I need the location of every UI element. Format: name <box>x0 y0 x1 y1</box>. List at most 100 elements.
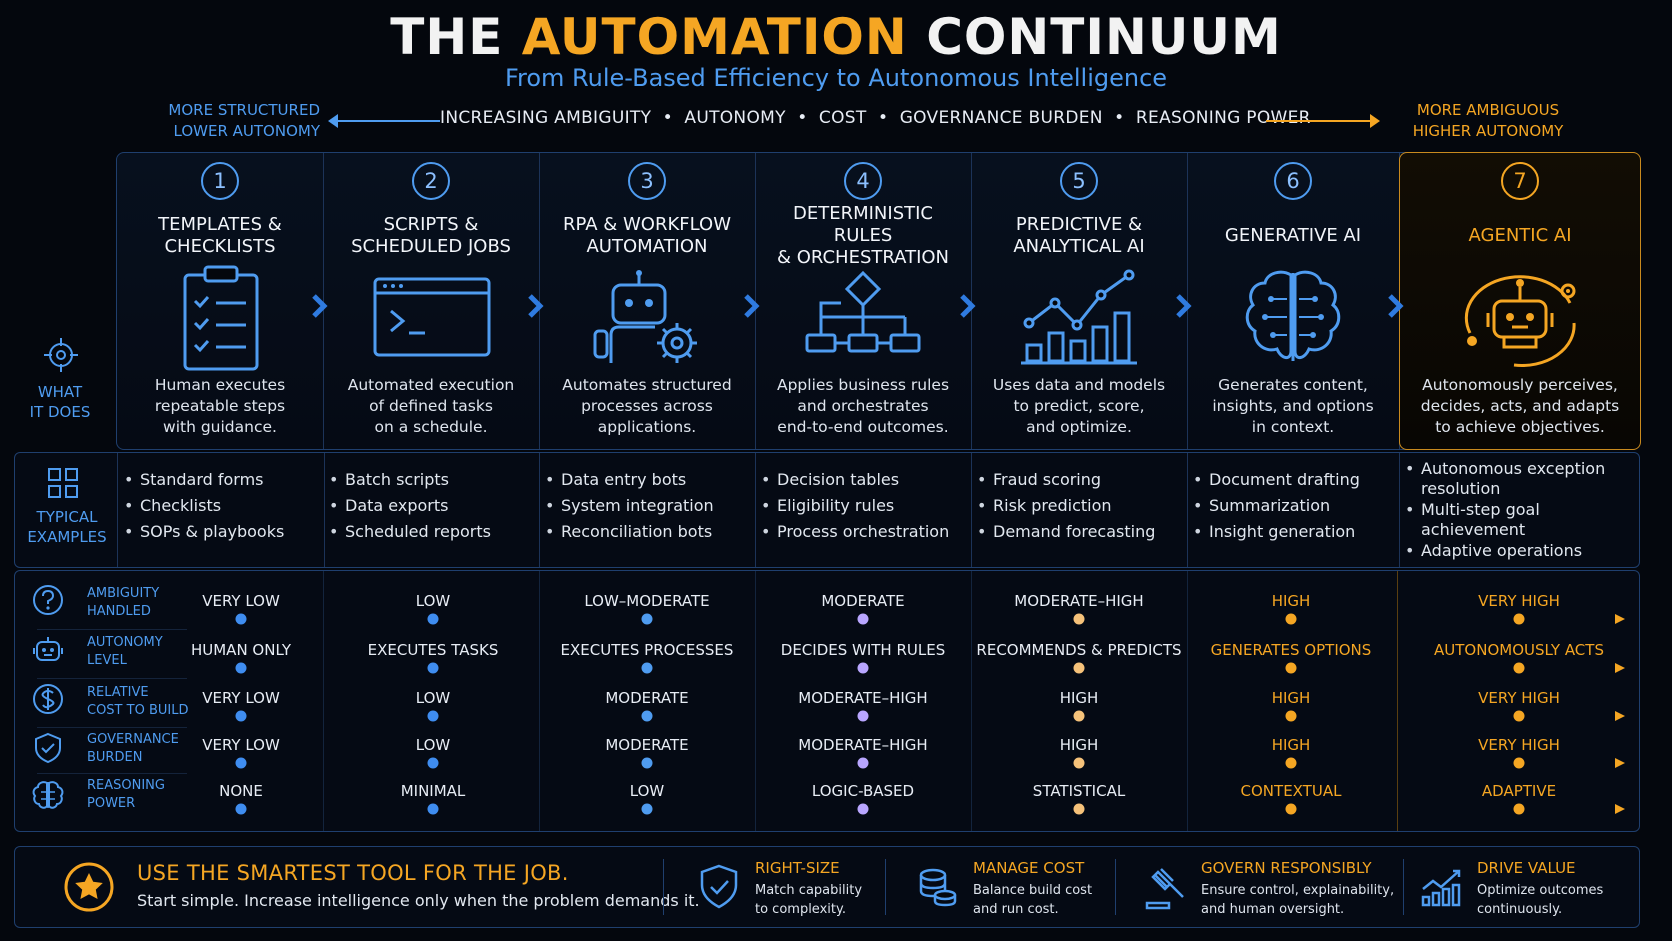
metric-node <box>641 757 653 769</box>
metric-value: AUTONOMOUSLY ACTS <box>1434 641 1604 659</box>
stage-name: DETERMINISTIC RULES & ORCHESTRATION <box>776 203 950 268</box>
metric-node <box>235 662 247 674</box>
list-item: Demand forecasting <box>977 519 1187 545</box>
page-title: THE AUTOMATION CONTINUUM <box>390 8 1282 66</box>
stage-number: 2 <box>412 162 450 200</box>
circuit-brain-icon <box>1245 270 1341 361</box>
metric-node <box>1285 803 1297 815</box>
footer-item-title: DRIVE VALUE <box>1477 859 1576 877</box>
trend-chart-icon <box>1021 269 1137 365</box>
metric-node <box>427 803 439 815</box>
metric-value: HIGH <box>1271 689 1311 707</box>
footer-headline: USE THE SMARTEST TOOL FOR THE JOB. <box>137 861 569 885</box>
list-item: Insight generation <box>1193 519 1399 545</box>
stage-description: Uses data and models to predict, score, an… <box>992 376 1166 436</box>
metric-value: GENERATES OPTIONS <box>1210 641 1372 659</box>
examples-stage-1: Standard formsChecklistsSOPs & playbooks <box>117 453 325 567</box>
stage-description: Generates content, insights, and options i… <box>1212 376 1374 436</box>
metric-value: RECOMMENDS & PREDICTS <box>976 641 1182 659</box>
arrowhead-icon <box>1615 663 1625 673</box>
metrics-panel: AMBIGUITY HANDLED AUTONOMY LEVEL RELATIVE C… <box>14 570 1640 832</box>
metric-value: MINIMAL <box>400 782 466 800</box>
list-item: Summarization <box>1193 493 1399 519</box>
metric-value: LOW <box>415 592 451 610</box>
stage-number: 6 <box>1274 162 1312 200</box>
metric-value: HIGH <box>1271 592 1311 610</box>
metric-value: MODERATE <box>821 592 905 610</box>
stages-panel: 1 TEMPLATES & CHECKLISTS Human executes re… <box>116 152 1641 450</box>
metric-node <box>235 757 247 769</box>
axis-left-label: MORE STRUCTURED LOWER AUTONOMY <box>168 101 320 140</box>
list-item: Fraud scoring <box>977 467 1187 493</box>
metric-node <box>641 710 653 722</box>
metric-node <box>1285 613 1297 625</box>
stage-7: 7 AGENTIC AI Autonomously perceives, deci… <box>1399 152 1641 450</box>
examples-stage-6: Document draftingSummarizationInsight ge… <box>1187 453 1400 567</box>
robot-face-icon <box>33 637 63 661</box>
metric-node <box>427 757 439 769</box>
what-it-does-label: WHAT IT DOES <box>29 383 91 421</box>
shield-check-icon <box>35 732 61 764</box>
chevron-right-icon <box>312 294 328 318</box>
chevron-right-icon <box>744 294 760 318</box>
metric-node <box>857 803 869 815</box>
stage-name: SCRIPTS & SCHEDULED JOBS <box>351 214 511 257</box>
metric-node <box>1285 662 1297 674</box>
metric-node <box>857 710 869 722</box>
metric-value: LOW <box>415 736 451 754</box>
stage-name: RPA & WORKFLOW AUTOMATION <box>563 214 731 257</box>
stage-name: TEMPLATES & CHECKLISTS <box>158 214 282 257</box>
metric-label-reasoning: REASONING POWER <box>87 778 165 811</box>
stage-number: 1 <box>201 162 239 200</box>
metric-label-governance: GOVERNANCE BURDEN <box>87 732 179 765</box>
list-item: SOPs & playbooks <box>124 519 324 545</box>
metric-node <box>1073 803 1085 815</box>
list-item: Document drafting <box>1193 467 1399 493</box>
brain-icon <box>32 781 64 809</box>
footer-item-desc: Balance build cost and run cost. <box>973 883 1093 917</box>
stage-name: GENERATIVE AI <box>1224 225 1362 246</box>
metric-value: VERY HIGH <box>1478 736 1560 754</box>
footer-subline: Start simple. Increase intelligence only… <box>137 891 700 910</box>
metric-node <box>235 710 247 722</box>
metric-node <box>1285 757 1297 769</box>
footer-panel: USE THE SMARTEST TOOL FOR THE JOB. Start… <box>14 846 1640 928</box>
arrowhead-icon <box>1615 758 1625 768</box>
footer-item-title: MANAGE COST <box>973 859 1085 877</box>
metric-node <box>1073 757 1085 769</box>
terminal-window-icon <box>373 277 491 357</box>
list-item: Decision tables <box>761 467 971 493</box>
list-item: Standard forms <box>124 467 324 493</box>
stage-name: PREDICTIVE & ANALYTICAL AI <box>1013 214 1145 257</box>
metric-node <box>427 662 439 674</box>
stage-description: Automates structured processes across appl… <box>562 376 732 436</box>
stage-3: 3 RPA & WORKFLOW AUTOMATION Automates str… <box>539 153 756 449</box>
list-item: Data entry bots <box>545 467 755 493</box>
agent-robot-icon <box>1464 275 1576 367</box>
arrowhead-icon <box>1615 614 1625 624</box>
metric-node <box>1513 710 1525 722</box>
axis-dimensions-label: INCREASING AMBIGUITY • AUTONOMY • COST •… <box>440 108 1311 128</box>
list-item: Risk prediction <box>977 493 1187 519</box>
metric-node <box>641 662 653 674</box>
footer-item-title: GOVERN RESPONSIBLY <box>1201 859 1372 877</box>
question-circle-icon <box>33 585 63 615</box>
metric-value: ADAPTIVE <box>1481 782 1557 800</box>
list-item: Data exports <box>329 493 539 519</box>
clipboard-checklist-icon <box>183 265 259 371</box>
list-item: Process orchestration <box>761 519 971 545</box>
metric-value: MODERATE–HIGH <box>798 736 928 754</box>
right-arrow-icon <box>1266 114 1380 128</box>
metric-node <box>857 662 869 674</box>
metric-value: STATISTICAL <box>1032 782 1126 800</box>
chevron-right-icon <box>960 294 976 318</box>
metric-value: LOW <box>629 782 665 800</box>
chevron-right-icon <box>1176 294 1192 318</box>
metric-node <box>857 613 869 625</box>
stage-number: 7 <box>1501 162 1539 200</box>
list-item: System integration <box>545 493 755 519</box>
metric-node <box>641 613 653 625</box>
